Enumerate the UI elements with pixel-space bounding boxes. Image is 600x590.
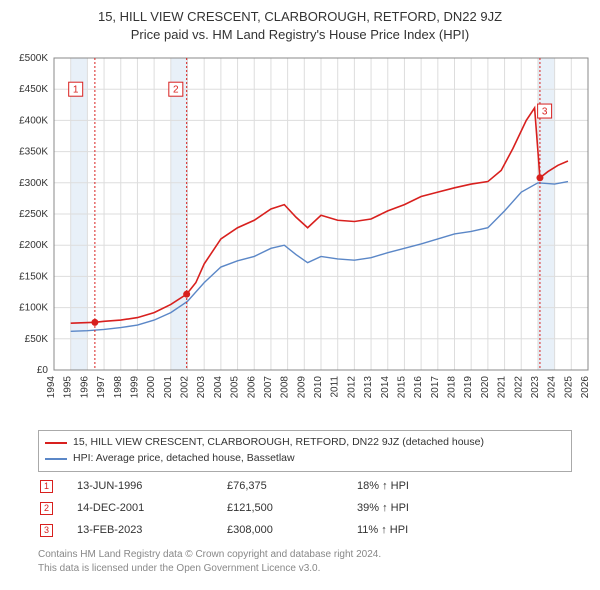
- marker-dot: [91, 319, 98, 326]
- chart-plot-area: £0 £50K £100K £150K £200K £250K £300K £350K £400…: [0, 50, 600, 420]
- y-tick-label: £0: [37, 365, 49, 376]
- x-tick-label: 2025: [563, 376, 574, 399]
- x-tick-label: 2016: [413, 376, 424, 399]
- y-tick-label: £250K: [19, 209, 48, 220]
- legend-label: 15, HILL VIEW CRESCENT, CLARBOROUGH, RET…: [73, 435, 484, 451]
- legend-label: HPI: Average price, detached house, Bass…: [73, 451, 295, 467]
- legend-row: HPI: Average price, detached house, Bass…: [45, 451, 565, 467]
- x-tick-label: 2005: [230, 376, 241, 399]
- title-line2: Price paid vs. HM Land Registry's House …: [0, 26, 600, 44]
- y-tick-label: £300K: [19, 178, 48, 189]
- title-line1: 15, HILL VIEW CRESCENT, CLARBOROUGH, RET…: [0, 8, 600, 26]
- x-tick-label: 1994: [46, 376, 57, 399]
- legend-swatch: [45, 442, 67, 444]
- y-tick-label: £450K: [19, 84, 48, 95]
- sales-row: 1 13-JUN-1996£76,37518% ↑ HPI: [38, 475, 572, 497]
- x-tick-label: 2023: [530, 376, 541, 399]
- x-tick-label: 2008: [280, 376, 291, 399]
- legend-box: 15, HILL VIEW CRESCENT, CLARBOROUGH, RET…: [38, 430, 572, 472]
- footer-attribution: Contains HM Land Registry data © Crown c…: [38, 548, 572, 575]
- chart-svg: £0 £50K £100K £150K £200K £250K £300K £350K £400…: [0, 50, 600, 420]
- x-tick-label: 1995: [63, 376, 74, 399]
- x-tick-label: 2004: [213, 376, 224, 399]
- y-tick-label: £150K: [19, 271, 48, 282]
- x-tick-label: 1996: [79, 376, 90, 399]
- sales-price: £76,375: [227, 480, 357, 492]
- x-tick-label: 2000: [146, 376, 157, 399]
- y-tick-label: £100K: [19, 303, 48, 314]
- x-tick-label: 2024: [547, 376, 558, 399]
- chart-title: 15, HILL VIEW CRESCENT, CLARBOROUGH, RET…: [0, 0, 600, 43]
- x-tick-label: 2012: [346, 376, 357, 399]
- x-tick-label: 1997: [96, 376, 107, 399]
- y-tick-label: £50K: [25, 334, 49, 345]
- y-tick-label: £400K: [19, 115, 48, 126]
- x-tick-label: 2026: [580, 376, 591, 399]
- marker-label-num: 3: [542, 107, 548, 118]
- x-tick-label: 2022: [513, 376, 524, 399]
- marker-dot: [183, 291, 190, 298]
- x-tick-label: 2017: [430, 376, 441, 399]
- y-tick-label: £350K: [19, 147, 48, 158]
- marker-label-num: 2: [173, 85, 179, 96]
- x-tick-label: 2020: [480, 376, 491, 399]
- sales-date: 14-DEC-2001: [77, 502, 227, 514]
- x-tick-label: 2015: [396, 376, 407, 399]
- sales-row: 2 14-DEC-2001£121,50039% ↑ HPI: [38, 497, 572, 519]
- x-tick-label: 2003: [196, 376, 207, 399]
- series-hpi: [71, 182, 568, 332]
- series-property: [71, 108, 568, 323]
- x-tick-label: 1998: [113, 376, 124, 399]
- legend-swatch: [45, 458, 67, 460]
- y-tick-label: £200K: [19, 240, 48, 251]
- sales-pct: 18% ↑ HPI: [357, 480, 427, 492]
- marker-label-num: 1: [73, 85, 79, 96]
- sales-marker-box: 1: [40, 480, 53, 493]
- sales-date: 13-JUN-1996: [77, 480, 227, 492]
- sales-price: £121,500: [227, 502, 357, 514]
- x-tick-label: 2021: [497, 376, 508, 399]
- y-tick-label: £500K: [19, 53, 48, 64]
- x-tick-label: 2011: [330, 376, 341, 398]
- marker-dot: [536, 174, 543, 181]
- chart-container: 15, HILL VIEW CRESCENT, CLARBOROUGH, RET…: [0, 0, 600, 590]
- x-tick-label: 2019: [463, 376, 474, 399]
- sales-marker-box: 2: [40, 502, 53, 515]
- sales-pct: 11% ↑ HPI: [357, 524, 427, 536]
- x-tick-label: 1999: [129, 376, 140, 399]
- x-tick-label: 2002: [180, 376, 191, 399]
- legend-row: 15, HILL VIEW CRESCENT, CLARBOROUGH, RET…: [45, 435, 565, 451]
- footer-line1: Contains HM Land Registry data © Crown c…: [38, 548, 572, 562]
- footer-line2: This data is licensed under the Open Gov…: [38, 562, 572, 576]
- sales-date: 13-FEB-2023: [77, 524, 227, 536]
- x-tick-label: 2013: [363, 376, 374, 399]
- sales-row: 3 13-FEB-2023£308,00011% ↑ HPI: [38, 519, 572, 541]
- x-tick-label: 2001: [163, 376, 174, 399]
- sales-price: £308,000: [227, 524, 357, 536]
- x-tick-label: 2018: [447, 376, 458, 399]
- x-tick-label: 2014: [380, 376, 391, 399]
- x-tick-label: 2010: [313, 376, 324, 399]
- sales-pct: 39% ↑ HPI: [357, 502, 427, 514]
- x-tick-label: 2009: [296, 376, 307, 399]
- x-tick-label: 2007: [263, 376, 274, 399]
- sales-table: 1 13-JUN-1996£76,37518% ↑ HPI 2 14-DEC-2001…: [38, 475, 572, 541]
- sales-marker-box: 3: [40, 524, 53, 537]
- x-tick-label: 2006: [246, 376, 257, 399]
